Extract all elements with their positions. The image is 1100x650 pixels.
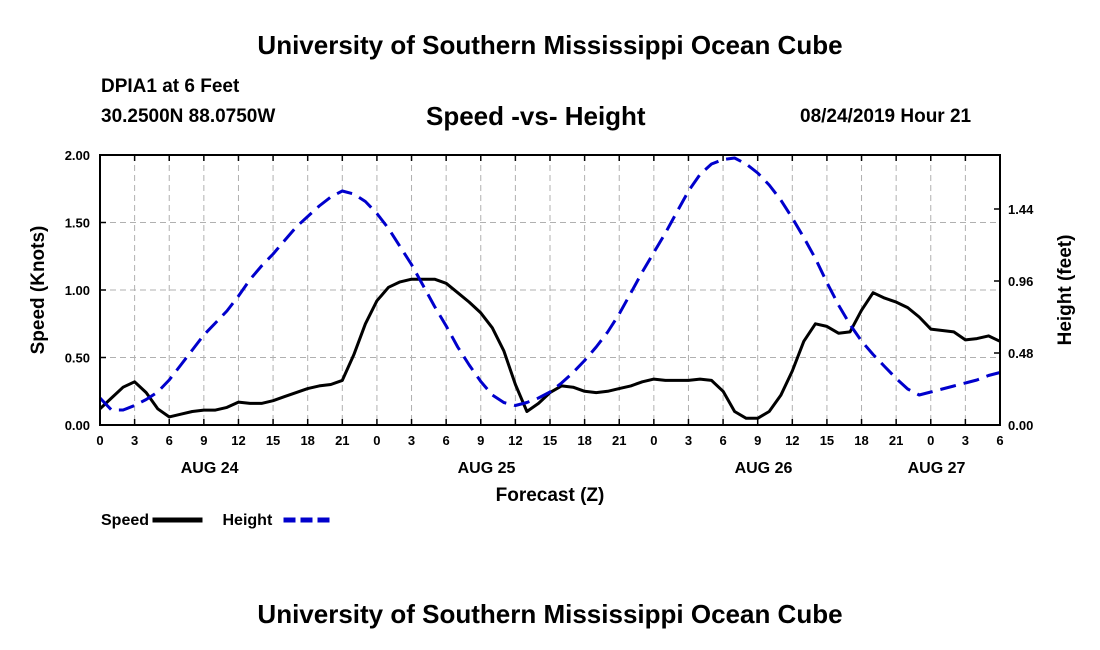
x-tick-label: 3 [408, 433, 415, 448]
x-tick-label: 18 [577, 433, 591, 448]
y-tick-label: 1.00 [65, 283, 90, 298]
x-tick-label: 6 [719, 433, 726, 448]
x-tick-label: 18 [300, 433, 314, 448]
bottom-title: University of Southern Mississippi Ocean… [257, 599, 843, 629]
y2-tick-label: 0.00 [1008, 418, 1033, 433]
x-tick-label: 0 [96, 433, 103, 448]
x-tick-label: 9 [754, 433, 761, 448]
station-label: DPIA1 at 6 Feet [101, 76, 240, 97]
y2-tick-label: 0.96 [1008, 274, 1033, 289]
x-tick-label: 0 [373, 433, 380, 448]
x-tick-label: 6 [443, 433, 450, 448]
x-tick-label: 18 [854, 433, 868, 448]
y-axis-title: Speed (Knots) [28, 226, 49, 355]
y-tick-label: 0.50 [65, 351, 90, 366]
y-tick-label: 2.00 [65, 148, 90, 163]
x-tick-label: 3 [685, 433, 692, 448]
day-label: AUG 24 [181, 460, 239, 477]
station-coordinates: 30.2500N 88.0750W [101, 106, 276, 127]
x-tick-label: 3 [962, 433, 969, 448]
x-tick-label: 0 [650, 433, 657, 448]
x-tick-label: 3 [131, 433, 138, 448]
x-tick-label: 15 [543, 433, 557, 448]
x-tick-label: 12 [231, 433, 245, 448]
x-tick-label: 12 [785, 433, 799, 448]
y2-axis-title: Height (feet) [1055, 235, 1076, 346]
y-tick-label: 1.50 [65, 216, 90, 231]
x-tick-label: 6 [166, 433, 173, 448]
day-label: AUG 26 [735, 460, 793, 477]
x-tick-label: 6 [996, 433, 1003, 448]
legend-label-speed: Speed [101, 512, 149, 529]
x-tick-label: 21 [612, 433, 626, 448]
chart-title: Speed -vs- Height [426, 101, 646, 131]
day-label: AUG 27 [908, 460, 966, 477]
axis-ticks [99, 154, 1001, 426]
x-tick-label: 12 [508, 433, 522, 448]
x-tick-label: 9 [477, 433, 484, 448]
grid-lines [100, 155, 1000, 425]
x-axis-title: Forecast (Z) [496, 485, 605, 506]
y-tick-label: 0.00 [65, 418, 90, 433]
height-line [98, 156, 1001, 412]
x-tick-label: 21 [889, 433, 903, 448]
x-tick-label: 0 [927, 433, 934, 448]
x-tick-label: 9 [200, 433, 207, 448]
valid-time: 08/24/2019 Hour 21 [800, 106, 972, 127]
x-tick-label: 15 [820, 433, 834, 448]
legend: Speed Height [101, 512, 334, 529]
y2-tick-label: 1.44 [1008, 202, 1034, 217]
x-tick-label: 15 [266, 433, 280, 448]
y2-tick-label: 0.48 [1008, 346, 1033, 361]
day-label: AUG 25 [458, 460, 516, 477]
axis-labels: 0 3 6 9 12 15 18 21 0 3 6 9 12 15 18 21 0 3 6 9 12 15 18 21 0 3 60… [65, 148, 1034, 477]
legend-label-height: Height [223, 512, 273, 529]
series-group [98, 156, 1001, 420]
x-tick-label: 21 [335, 433, 349, 448]
top-title: University of Southern Mississippi Ocean… [257, 30, 843, 60]
